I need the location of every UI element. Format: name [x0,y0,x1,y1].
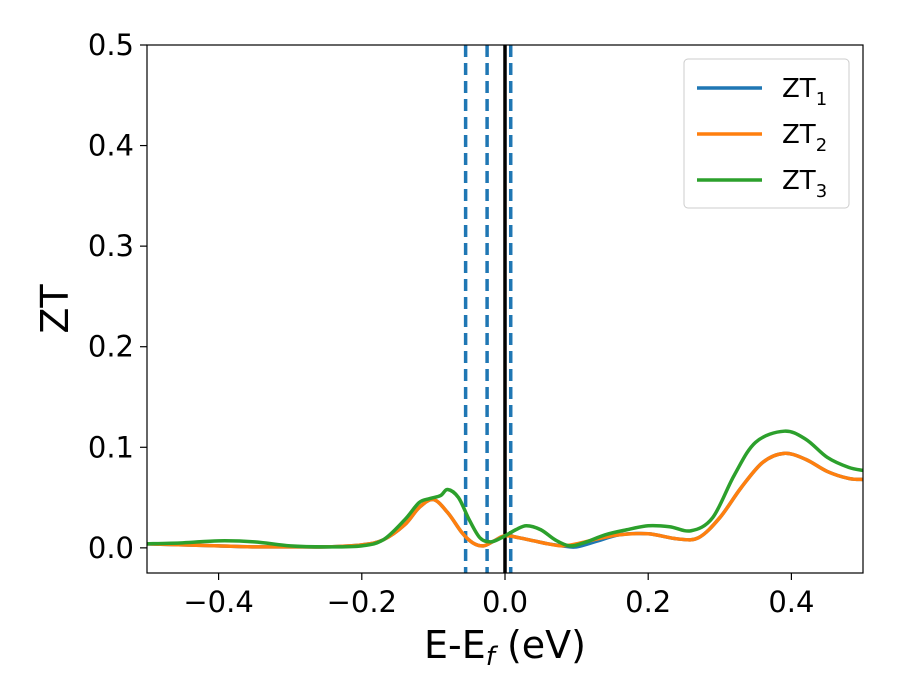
y-tick-label: 0.1 [88,430,134,464]
x-axis-ticks: −0.4 −0.2 0.0 0.2 0.4 [183,573,814,619]
x-axis-label-unit: (eV) [495,623,586,667]
reference-lines [463,45,513,573]
x-tick-label: −0.4 [183,585,253,619]
y-tick-label: 0.5 [88,28,134,62]
y-tick-label: 0.3 [88,229,134,263]
legend-box [683,58,850,209]
y-axis-label: ZT [33,284,77,334]
legend-label-zt1: ZT1 [782,74,827,110]
x-tick-label: −0.2 [327,585,397,619]
y-tick-label: 0.4 [88,129,134,163]
x-axis-label: E-Ef (eV) [424,623,586,672]
x-tick-label: 0.4 [768,585,814,619]
series-lines [147,429,863,549]
x-tick-label: 0.2 [625,585,671,619]
series-line-zt3 [147,429,863,549]
legend-label-zt2: ZT2 [782,120,827,156]
x-tick-label: 0.0 [482,585,528,619]
legend-entries: ZT1 ZT2 ZT3 [697,74,827,202]
legend-label-zt3: ZT3 [782,166,827,202]
y-tick-label: 0.2 [88,330,134,364]
y-tick-label: 0.0 [88,531,134,565]
legend: ZT1 ZT2 ZT3 [683,58,850,209]
y-axis-ticks: 0.0 0.1 0.2 0.3 0.4 0.5 [88,28,147,565]
